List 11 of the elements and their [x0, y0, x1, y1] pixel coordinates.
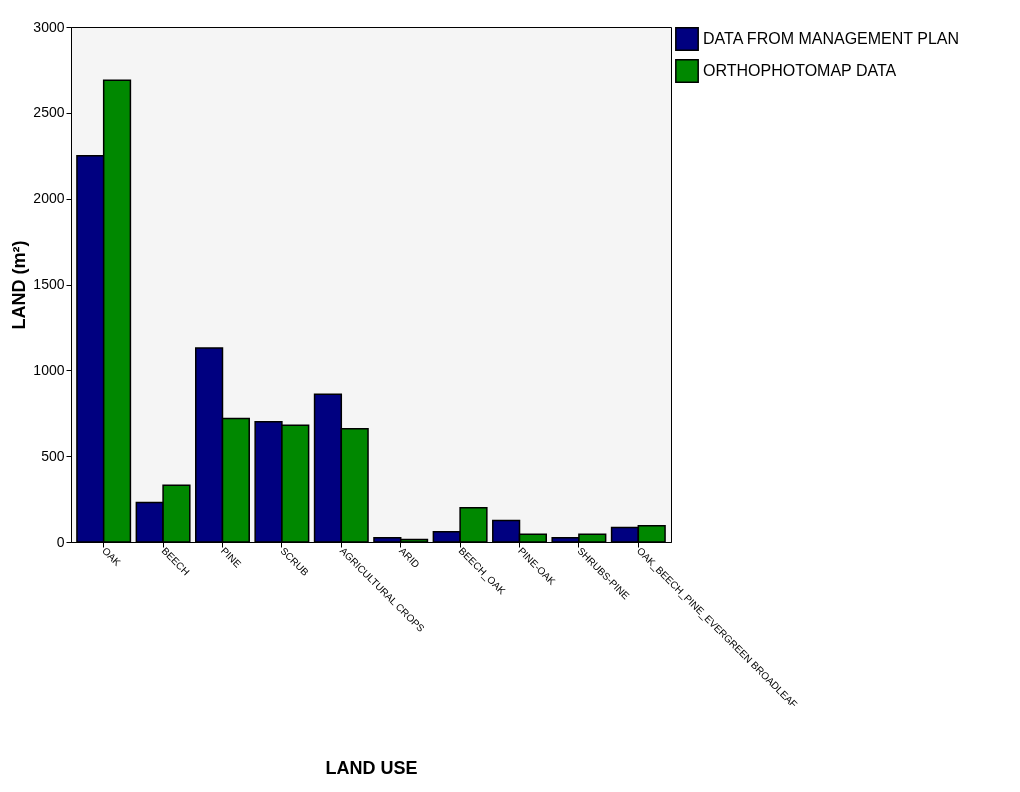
y-tick-label: 1000 [33, 361, 65, 378]
x-axis-title: LAND USE [325, 757, 418, 778]
y-tick-label: 500 [41, 447, 65, 464]
y-tick-label: 2000 [33, 190, 65, 207]
y-axis-title: LAND (m²) [9, 240, 30, 330]
y-tick-label: 3000 [33, 18, 65, 35]
legend-label: DATA FROM MANAGEMENT PLAN [703, 30, 960, 47]
y-tick-label: 2500 [33, 104, 65, 121]
legend-label: ORTHOPHOTOMAP DATA [703, 62, 897, 79]
y-tick-label: 1500 [33, 276, 65, 292]
y-tick-label: 0 [56, 533, 65, 550]
